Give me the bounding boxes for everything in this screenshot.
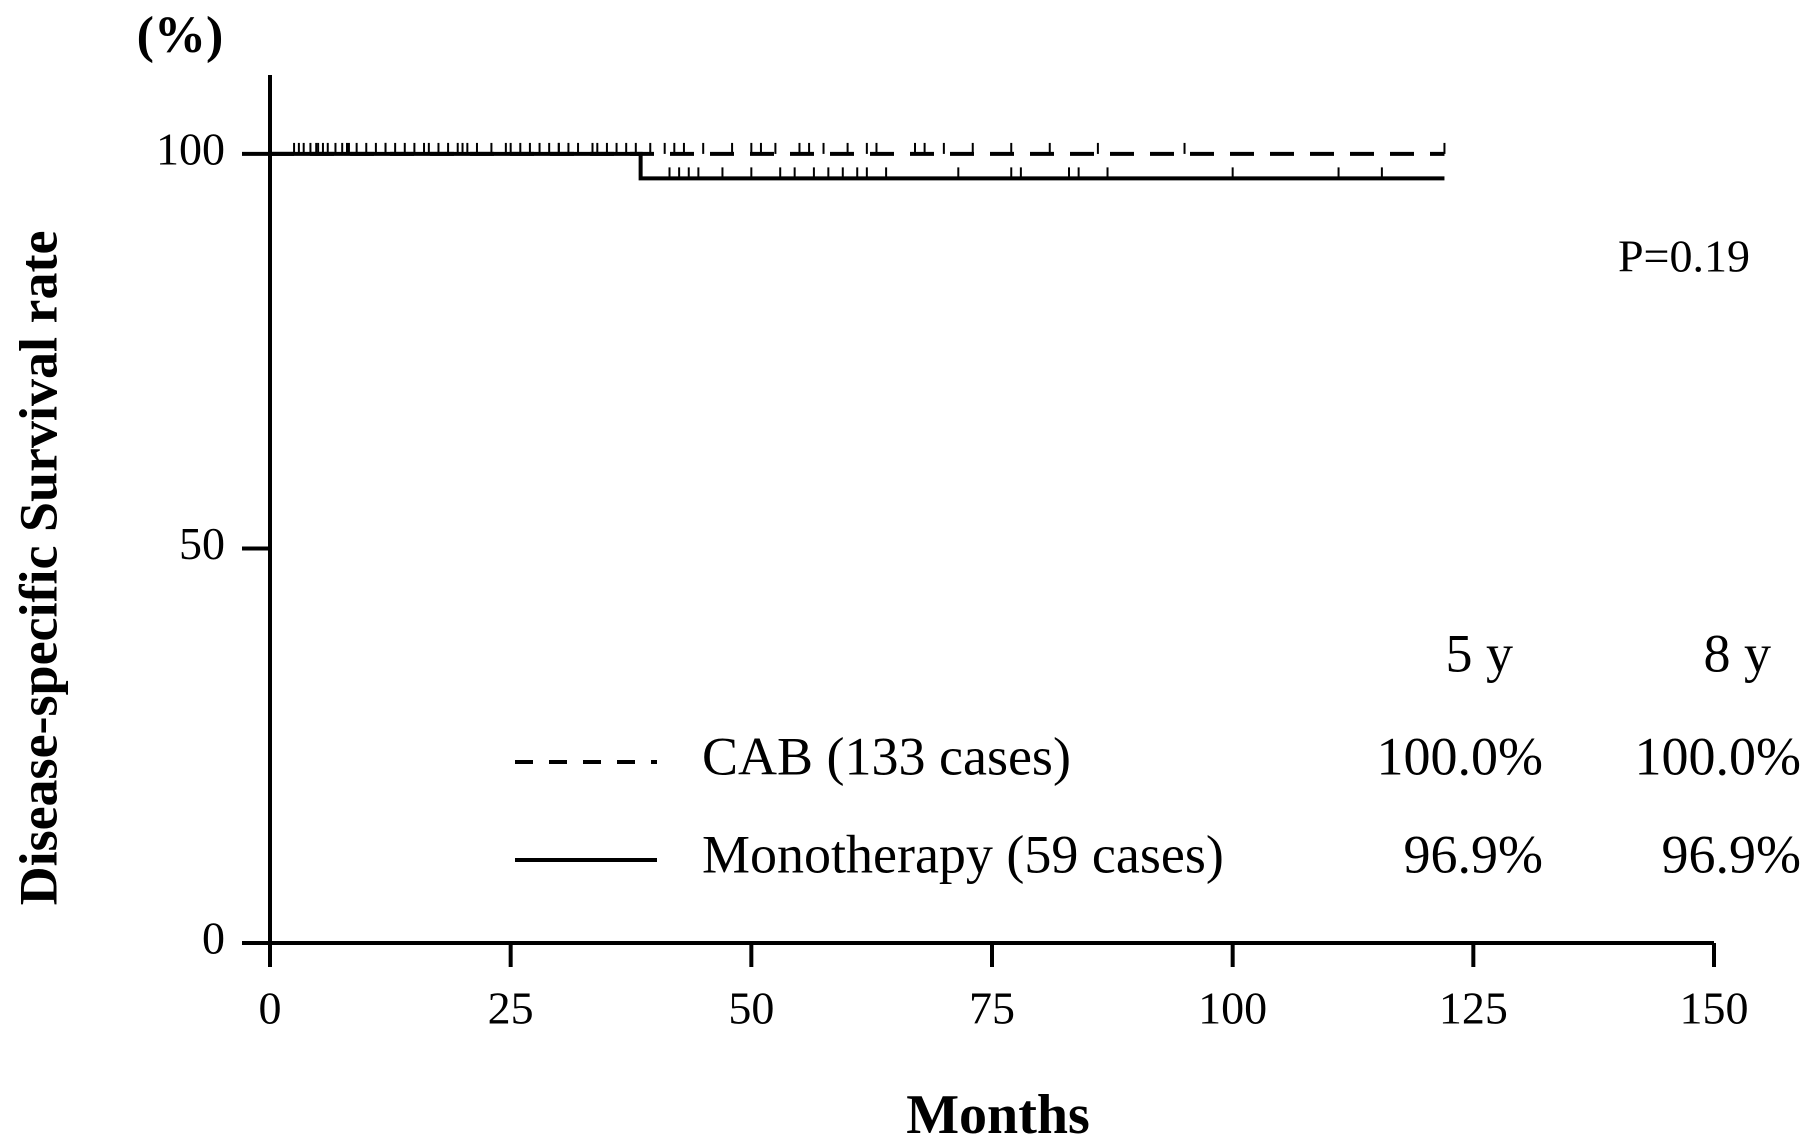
survival-curve: [270, 151, 1445, 181]
table-header: 5 y: [1446, 623, 1514, 683]
y-tick-label: 0: [202, 913, 225, 964]
x-axis-label: Months: [906, 1084, 1090, 1146]
table-cell: 100.0%: [1377, 726, 1543, 786]
x-tick-label: 100: [1198, 983, 1267, 1034]
x-tick-label: 125: [1439, 983, 1508, 1034]
x-tick-label: 150: [1680, 983, 1749, 1034]
y-tick-label: 100: [156, 123, 225, 174]
legend-label: CAB (133 cases): [702, 726, 1071, 786]
p-value: P=0.19: [1618, 231, 1750, 282]
y-axis-label: Disease-specific Survival rate: [8, 231, 68, 906]
x-tick-label: 0: [259, 983, 282, 1034]
x-tick-label: 50: [728, 983, 774, 1034]
x-tick-label: 75: [969, 983, 1015, 1034]
y-tick-label: 50: [179, 518, 225, 569]
legend-label: Monotherapy (59 cases): [702, 824, 1224, 884]
table-cell: 96.9%: [1404, 824, 1543, 884]
table-cell: 100.0%: [1635, 726, 1801, 786]
x-tick-label: 25: [488, 983, 534, 1034]
table-cell: 96.9%: [1662, 824, 1801, 884]
table-header: 8 y: [1704, 623, 1772, 683]
chart-title: (%): [137, 7, 224, 64]
